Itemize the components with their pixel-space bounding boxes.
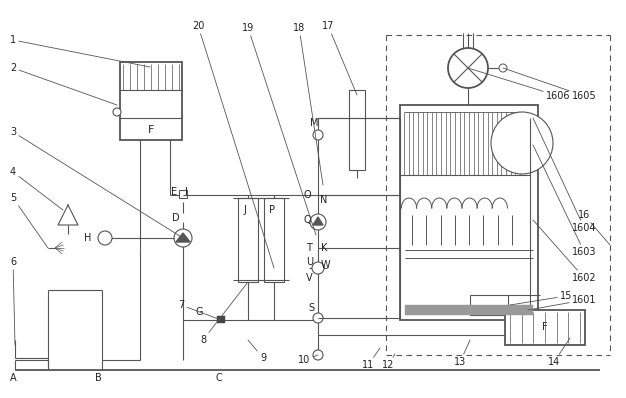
Text: V: V [306, 273, 312, 283]
Text: K: K [321, 243, 327, 253]
Circle shape [313, 130, 323, 140]
Circle shape [491, 112, 553, 174]
Text: 9: 9 [248, 340, 266, 363]
Text: 1606: 1606 [468, 68, 570, 101]
Circle shape [312, 262, 324, 274]
Circle shape [310, 214, 326, 230]
Bar [405, 305, 533, 315]
Circle shape [499, 64, 507, 72]
Circle shape [313, 350, 323, 360]
Text: 20: 20 [192, 21, 274, 268]
Text: 10: 10 [298, 355, 318, 365]
Text: 1604: 1604 [533, 118, 597, 233]
Text: T: T [306, 243, 312, 253]
Bar [217, 316, 225, 323]
Text: J: J [243, 205, 246, 215]
Text: A: A [10, 373, 17, 383]
Bar [179, 190, 187, 198]
Text: 5: 5 [10, 193, 48, 248]
Text: Q: Q [304, 215, 312, 225]
Text: 16: 16 [578, 210, 610, 245]
Text: W: W [321, 260, 331, 270]
Circle shape [448, 48, 488, 88]
Bar [505, 310, 585, 345]
Text: H: H [85, 233, 91, 243]
Circle shape [313, 313, 323, 323]
Text: 14: 14 [548, 338, 570, 367]
Text: 12: 12 [382, 354, 395, 370]
Circle shape [174, 229, 192, 247]
Bar [120, 62, 182, 140]
Bar [470, 295, 508, 315]
Bar [264, 198, 284, 282]
Text: E: E [171, 187, 177, 197]
Text: 8: 8 [200, 282, 248, 345]
Text: D: D [172, 213, 180, 223]
Text: 6: 6 [10, 257, 16, 345]
Text: F: F [148, 125, 154, 135]
Circle shape [113, 108, 121, 116]
Text: S: S [308, 303, 314, 313]
Text: 19: 19 [242, 23, 316, 235]
Text: 1603: 1603 [533, 145, 597, 257]
Bar [238, 198, 258, 282]
Text: 1: 1 [10, 35, 150, 67]
Text: 7: 7 [178, 300, 221, 320]
Text: 11: 11 [362, 348, 380, 370]
Text: 18: 18 [293, 23, 323, 185]
Bar [400, 105, 538, 320]
Bar [349, 90, 365, 170]
Text: 15: 15 [510, 291, 572, 305]
Text: G: G [195, 307, 202, 317]
Text: C: C [215, 373, 222, 383]
Text: 1601: 1601 [528, 295, 597, 310]
Polygon shape [313, 217, 323, 225]
Text: I: I [185, 187, 188, 197]
Text: N: N [320, 195, 327, 205]
Text: F: F [542, 322, 548, 332]
Text: P: P [269, 205, 275, 215]
Polygon shape [176, 233, 190, 242]
Circle shape [98, 231, 112, 245]
Text: M: M [310, 118, 319, 128]
Text: O: O [304, 190, 312, 200]
Text: 17: 17 [322, 21, 357, 95]
Text: 3: 3 [10, 127, 183, 238]
Text: 4: 4 [10, 167, 63, 210]
Text: 2: 2 [10, 63, 117, 105]
Text: 13: 13 [454, 340, 470, 367]
Text: B: B [95, 373, 102, 383]
Text: 1605: 1605 [503, 68, 597, 101]
Text: 1602: 1602 [533, 220, 597, 283]
Text: U: U [306, 257, 313, 267]
